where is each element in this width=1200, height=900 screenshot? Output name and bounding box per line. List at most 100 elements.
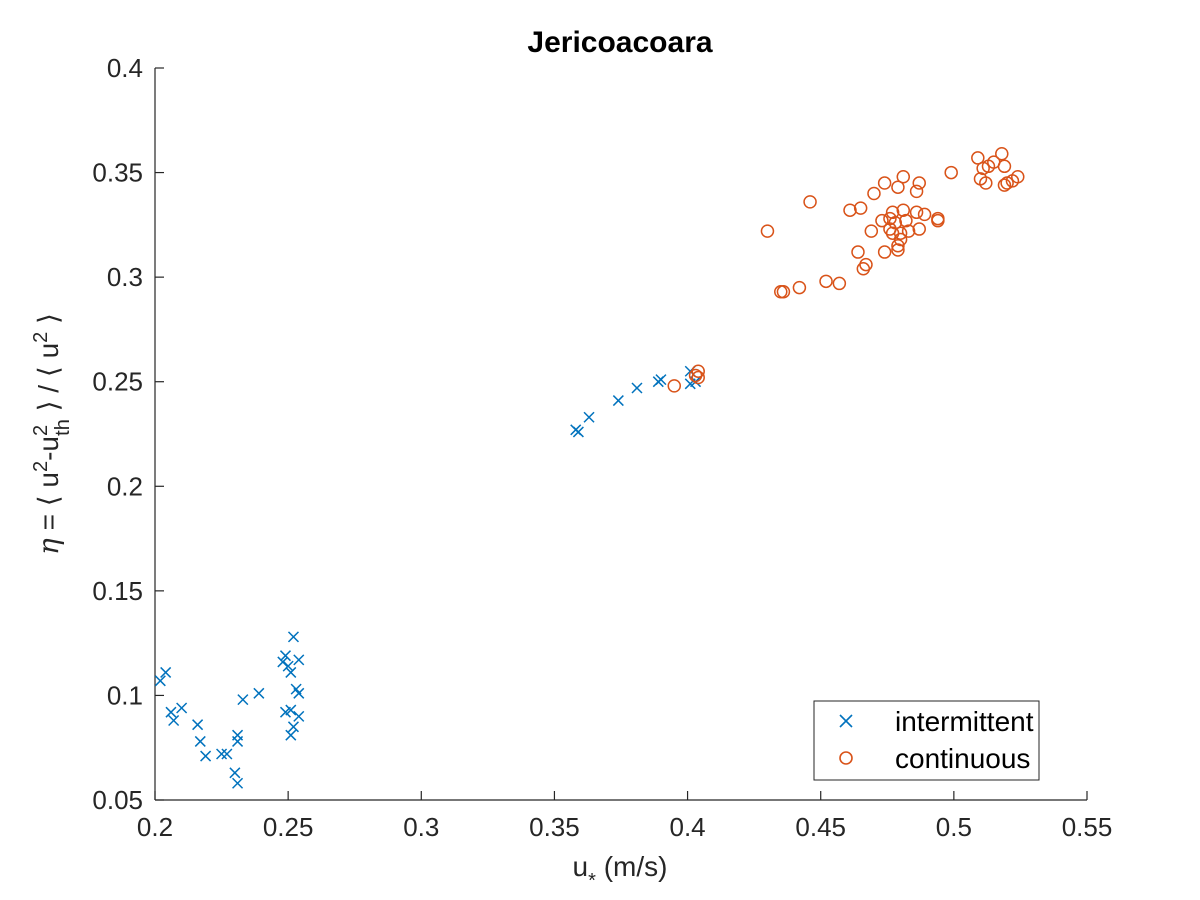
data-point-intermittent xyxy=(221,748,233,760)
data-point-continuous xyxy=(877,176,892,190)
data-point-continuous xyxy=(896,203,911,217)
data-point-intermittent xyxy=(194,735,206,747)
data-point-intermittent xyxy=(176,702,188,714)
data-point-continuous xyxy=(891,239,905,253)
data-point-continuous xyxy=(832,276,847,291)
legend-label-continuous: continuous xyxy=(895,743,1030,774)
x-tick-label: 0.35 xyxy=(529,812,580,842)
data-point-intermittent xyxy=(237,694,249,706)
data-point-continuous xyxy=(997,178,1012,192)
data-point-continuous xyxy=(893,226,908,240)
data-point-continuous xyxy=(843,203,857,217)
y-tick-label: 0.25 xyxy=(92,367,143,397)
x-tick-label: 0.4 xyxy=(669,812,705,842)
data-point-intermittent xyxy=(293,710,305,722)
data-point-continuous xyxy=(867,186,881,201)
data-point-continuous xyxy=(691,370,705,385)
data-point-intermittent xyxy=(253,687,265,699)
data-point-continuous xyxy=(1011,170,1025,184)
data-point-continuous xyxy=(944,165,958,180)
data-point-continuous xyxy=(691,364,705,379)
data-point-continuous xyxy=(909,205,924,220)
data-point-continuous xyxy=(909,184,924,199)
data-point-intermittent xyxy=(232,729,244,741)
data-point-intermittent xyxy=(168,714,180,727)
data-point-continuous xyxy=(859,257,873,272)
y-axis-ticks: 0.05 0.1 0.15 0.2 0.25 0.3 0.35 0.4 xyxy=(92,53,164,815)
data-point-intermittent xyxy=(655,374,667,386)
data-point-intermittent xyxy=(287,631,299,643)
legend-box xyxy=(813,700,1040,781)
data-point-intermittent xyxy=(285,666,297,678)
data-point-intermittent xyxy=(287,721,299,733)
data-point-intermittent xyxy=(631,382,643,394)
data-point-continuous xyxy=(864,224,879,238)
data-point-continuous xyxy=(875,213,889,228)
data-point-intermittent xyxy=(232,777,244,789)
data-point-intermittent xyxy=(293,654,305,666)
data-point-continuous xyxy=(667,379,682,393)
chart-title: Jericoacoara xyxy=(527,26,712,59)
data-point-continuous xyxy=(893,232,908,247)
legend: intermittent continuous xyxy=(813,700,1040,781)
x-tick-label: 0.25 xyxy=(263,812,314,842)
x-tick-label: 0.2 xyxy=(137,812,173,842)
y-tick-label: 0.4 xyxy=(107,53,143,83)
y-tick-label: 0.3 xyxy=(107,262,143,292)
x-tick-label: 0.45 xyxy=(795,812,846,842)
data-point-continuous xyxy=(995,146,1009,161)
data-point-continuous xyxy=(912,222,926,236)
data-point-continuous xyxy=(917,207,932,222)
data-point-intermittent xyxy=(192,719,204,731)
data-point-continuous xyxy=(776,285,791,299)
legend-label-intermittent: intermittent xyxy=(895,706,1034,737)
data-points xyxy=(154,146,1025,789)
data-point-continuous xyxy=(899,213,913,228)
data-point-intermittent xyxy=(285,704,297,716)
data-point-intermittent xyxy=(154,675,166,687)
data-point-continuous xyxy=(901,224,916,238)
data-point-continuous xyxy=(997,159,1012,174)
data-point-continuous xyxy=(851,245,865,259)
x-axis-ticks: 0.2 0.25 0.3 0.35 0.4 0.45 0.5 0.55 xyxy=(137,791,1112,842)
data-point-continuous xyxy=(819,274,833,289)
legend-marker-continuous xyxy=(839,751,853,765)
y-tick-label: 0.2 xyxy=(107,471,143,501)
data-point-continuous xyxy=(896,170,911,184)
data-point-intermittent xyxy=(583,411,595,423)
y-tick-label: 0.35 xyxy=(92,158,143,188)
data-point-continuous xyxy=(803,195,817,209)
data-point-intermittent xyxy=(277,656,289,668)
x-tick-label: 0.3 xyxy=(403,812,439,842)
data-point-intermittent xyxy=(572,426,584,438)
x-tick-label: 0.5 xyxy=(936,812,972,842)
y-tick-label: 0.15 xyxy=(92,576,143,606)
data-point-continuous xyxy=(853,201,868,215)
data-point-continuous xyxy=(971,151,985,165)
data-point-continuous xyxy=(760,224,775,238)
data-point-continuous xyxy=(792,280,807,295)
y-tick-label: 0.1 xyxy=(107,680,143,710)
data-point-continuous xyxy=(891,180,905,194)
data-point-intermittent xyxy=(165,706,177,718)
data-point-intermittent xyxy=(160,666,172,678)
data-point-continuous xyxy=(979,176,993,190)
data-point-continuous xyxy=(885,205,900,220)
data-point-intermittent xyxy=(229,767,241,779)
data-point-intermittent xyxy=(279,650,292,662)
data-point-continuous xyxy=(877,245,892,259)
data-point-intermittent xyxy=(200,750,212,762)
data-point-intermittent xyxy=(282,660,294,672)
y-tick-label: 0.05 xyxy=(92,785,143,815)
data-point-continuous xyxy=(888,216,903,230)
data-point-intermittent xyxy=(293,687,305,699)
data-point-continuous xyxy=(931,213,945,228)
data-point-continuous xyxy=(891,243,905,257)
data-point-intermittent xyxy=(612,395,624,407)
data-point-continuous xyxy=(912,176,926,190)
data-point-intermittent xyxy=(216,748,228,760)
x-tick-label: 0.55 xyxy=(1062,812,1113,842)
data-point-intermittent xyxy=(285,729,297,741)
legend-marker-intermittent xyxy=(839,714,853,728)
